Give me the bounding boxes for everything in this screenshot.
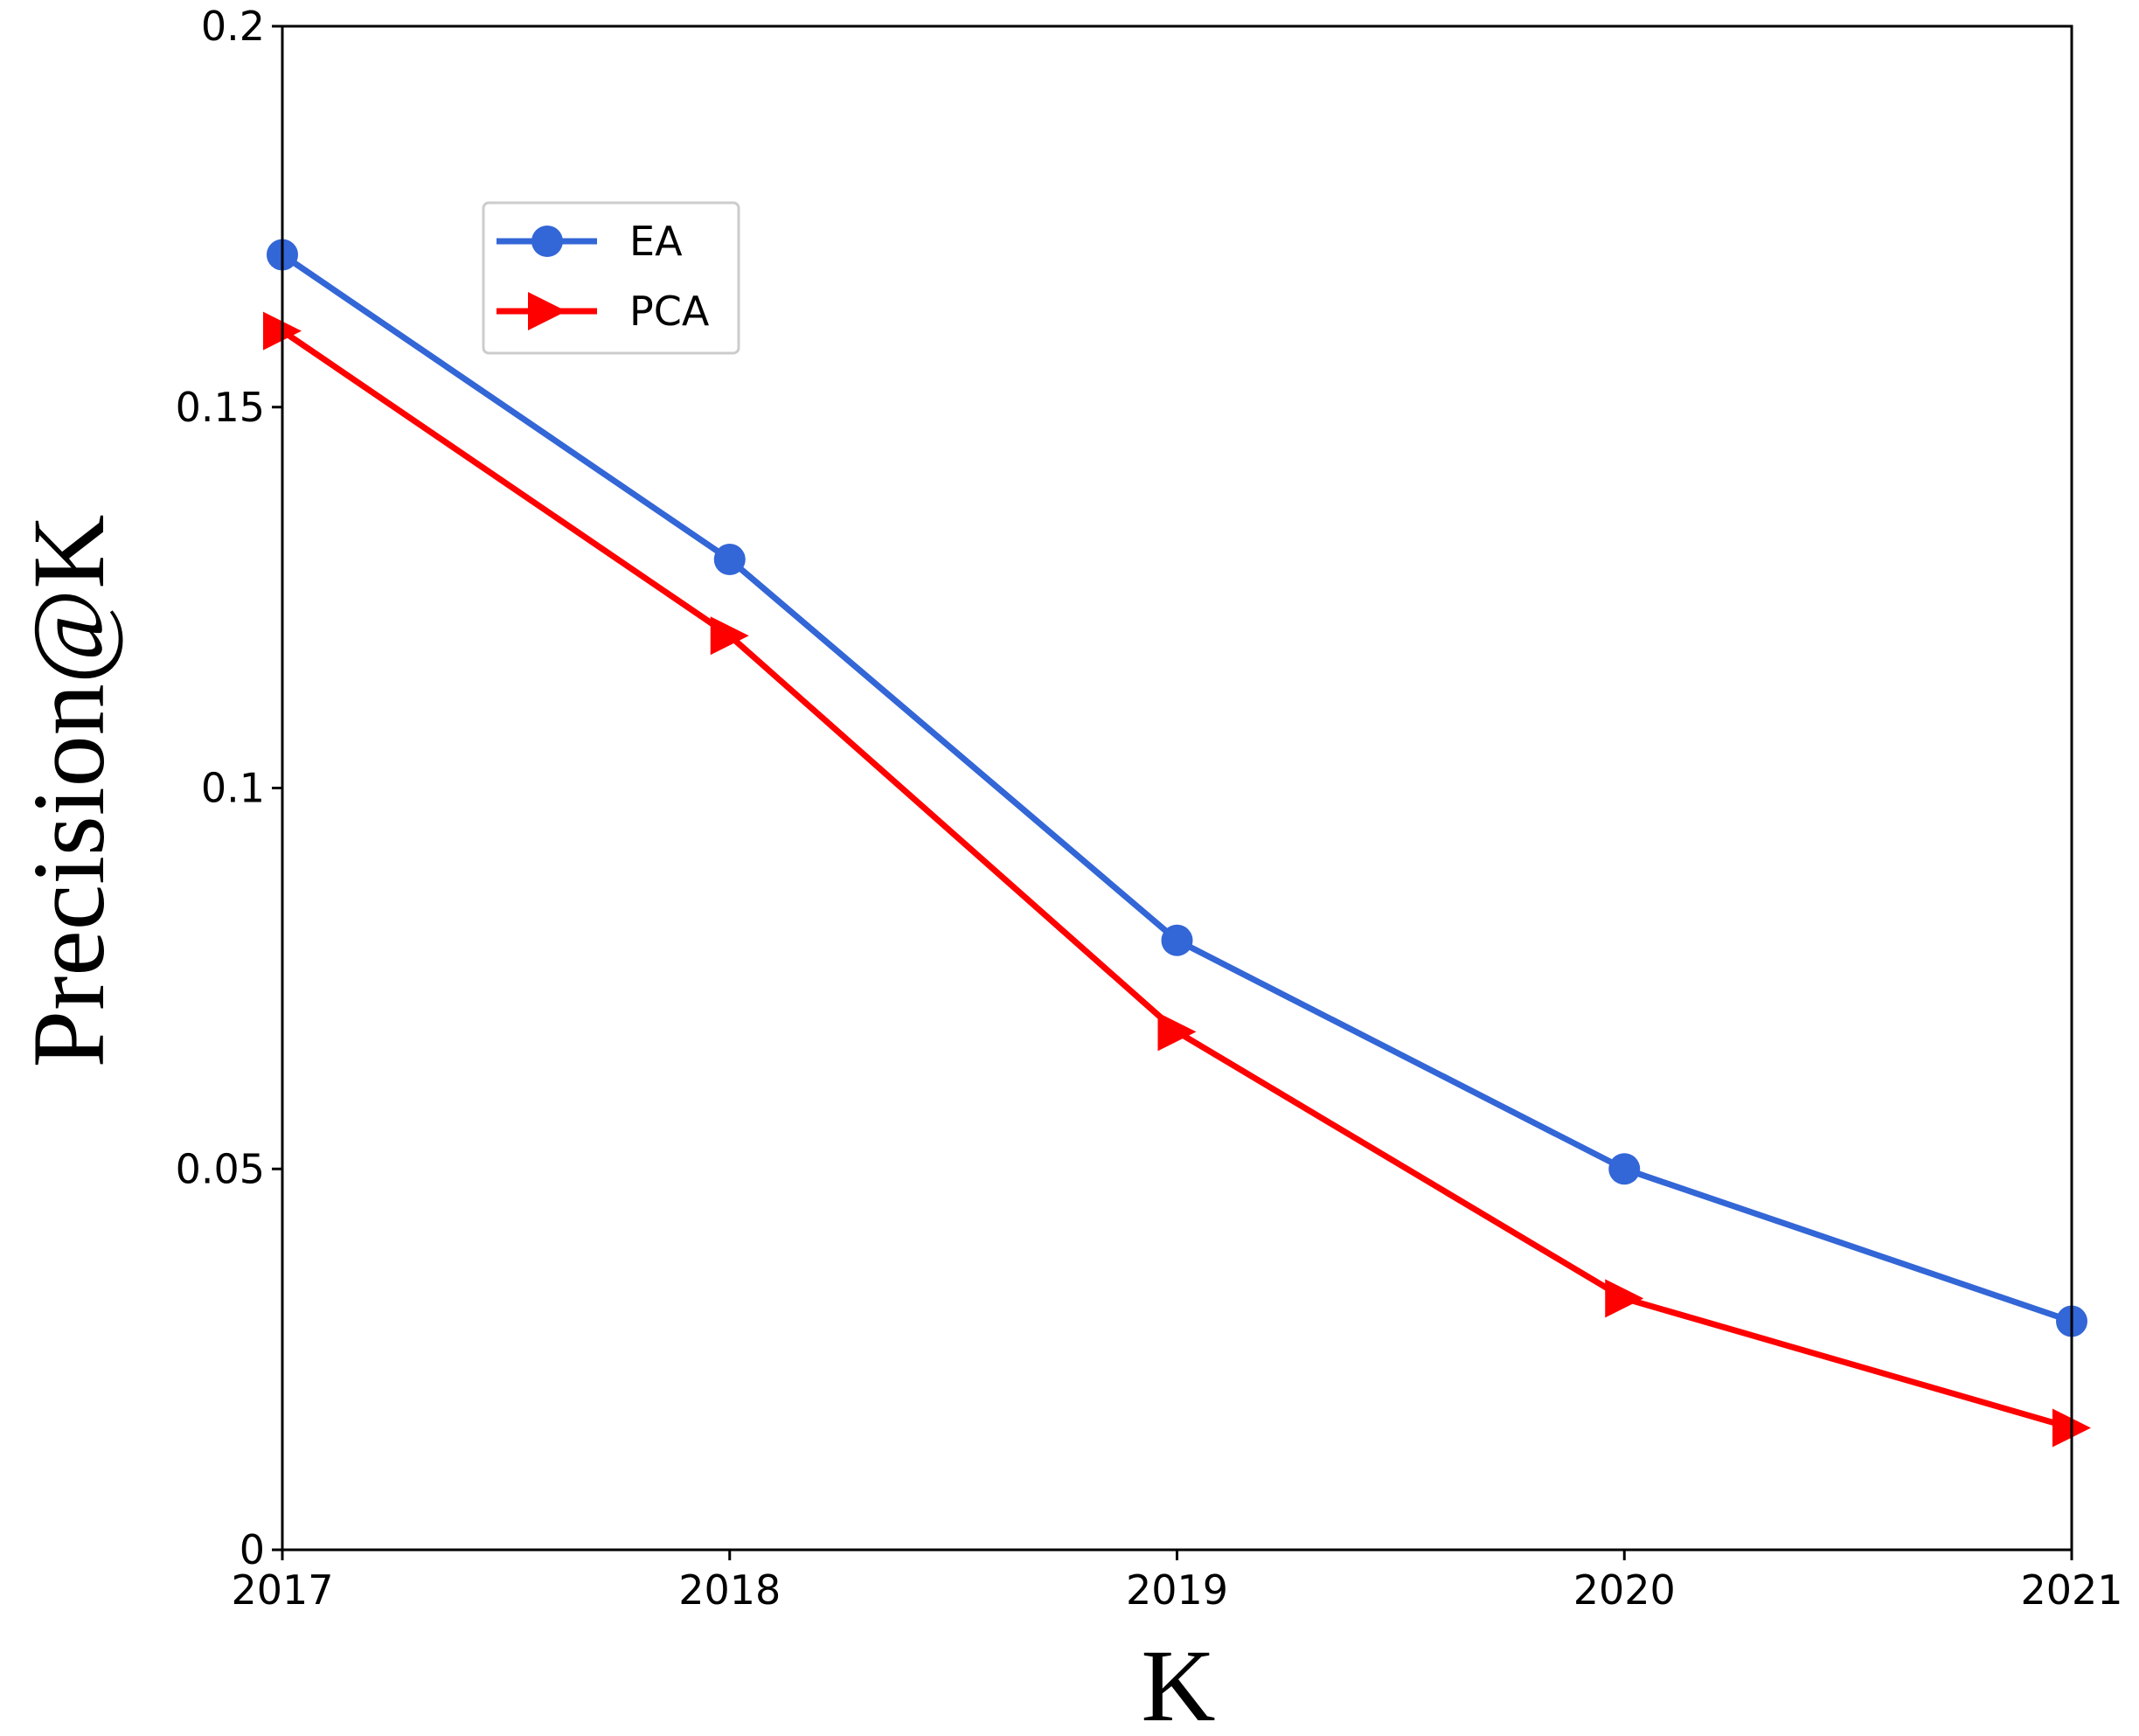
legend-entry-pca: PCA: [497, 288, 710, 335]
x-tick-label-2019: 2019: [1126, 1566, 1228, 1614]
y-tick-label-0.15: 0.15: [176, 384, 265, 431]
x-tick-label-2021: 2021: [2020, 1566, 2122, 1614]
ticks-layer: 2017 2018 2019 2020 2021 0 0.05 0.1 0.15 0.2: [176, 3, 2123, 1614]
y-tick-label-0.2: 0.2: [201, 3, 265, 50]
x-tick-label-2020: 2020: [1573, 1566, 1676, 1614]
series-line-pca: [281, 328, 2073, 1431]
legend-entry-ea: EA: [497, 218, 683, 265]
legend-pca-label: PCA: [629, 288, 710, 335]
point-ea-2020: [1608, 1153, 1641, 1185]
y-tick-label-0.05: 0.05: [176, 1145, 265, 1192]
point-ea-2018: [713, 544, 746, 576]
y-axis-title: Precision@K: [11, 514, 126, 1067]
x-tick-label-2017: 2017: [231, 1566, 333, 1614]
legend: EA PCA: [482, 201, 740, 355]
x-axis-title: K: [1141, 1628, 1215, 1736]
legend-ea-marker: [531, 226, 563, 257]
y-tick-label-0.1: 0.1: [201, 765, 265, 812]
x-tick-label-2018: 2018: [678, 1566, 781, 1614]
series-line-ea: [281, 252, 2073, 1324]
point-pca-2018: [710, 616, 749, 656]
series-layer: [263, 239, 2091, 1448]
series-ea: [267, 239, 2087, 1337]
legend-ea-label: EA: [629, 218, 683, 265]
point-pca-2019: [1157, 1012, 1197, 1052]
y-tick-label-0: 0: [240, 1526, 265, 1573]
point-ea-2019: [1161, 924, 1193, 956]
series-pca: [263, 311, 2091, 1448]
legend-pca-marker: [528, 292, 566, 330]
point-pca-2020: [1605, 1279, 1644, 1318]
